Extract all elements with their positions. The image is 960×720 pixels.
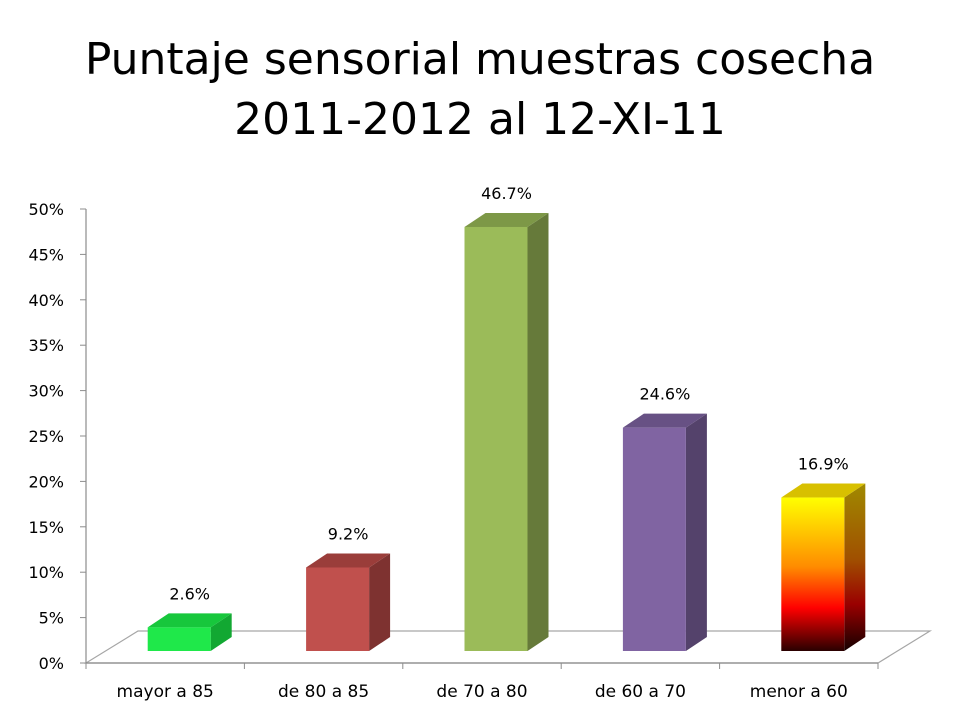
bar-side [685,413,707,651]
bar-front [306,567,370,651]
bar-top [781,483,866,498]
y-tick-label: 20% [28,472,64,491]
y-tick-label: 40% [28,291,64,310]
x-category-label: de 60 a 70 [595,682,686,702]
x-category-label: de 80 a 85 [278,682,369,702]
bar-front [622,427,686,651]
y-tick-label: 25% [28,427,64,446]
data-label: 24.6% [639,385,690,404]
bar-top [622,413,707,428]
bar-front [464,226,528,652]
y-tick-label: 30% [28,382,64,401]
x-category-label: mayor a 85 [117,682,214,702]
bars [147,212,866,652]
data-label: 2.6% [169,584,210,603]
y-tick-label: 50% [28,200,64,219]
data-label: 46.7% [481,184,532,203]
title-line-1: Puntaje sensorial muestras cosecha [84,34,876,85]
y-tick-label: 0% [39,654,64,673]
bar [306,553,391,651]
data-label: 9.2% [328,524,369,543]
bar [147,613,232,651]
x-category-label: menor a 60 [750,682,848,702]
y-tick-label: 5% [39,609,64,628]
chart-title: Puntaje sensorial muestras cosecha 2011-… [0,30,960,150]
x-category-label: de 70 a 80 [436,682,527,702]
bar-side [369,553,391,651]
y-tick-label: 45% [28,245,64,264]
bar [622,413,707,651]
data-label: 16.9% [798,455,849,474]
y-tick-label: 15% [28,518,64,537]
bar-front [147,627,211,651]
bar [464,212,549,652]
title-line-2: 2011-2012 al 12-XI-11 [234,94,726,145]
bar [781,483,866,651]
bar-side [527,212,549,652]
axes: 0% 5% 10% 15% 20% 25% 30% 35% 40% 45% 50% [28,200,879,673]
bar-top [464,212,549,227]
bar-side [210,613,232,651]
labels: mayor a 85 de 80 a 85 de 70 a 80 de 60 a 70… [117,184,849,702]
y-tick-label: 35% [28,336,64,355]
y-tick-label: 10% [28,563,64,582]
bar-top [147,613,232,628]
bar-front [781,497,845,651]
bar-top [306,553,391,568]
bar-side [844,483,866,651]
